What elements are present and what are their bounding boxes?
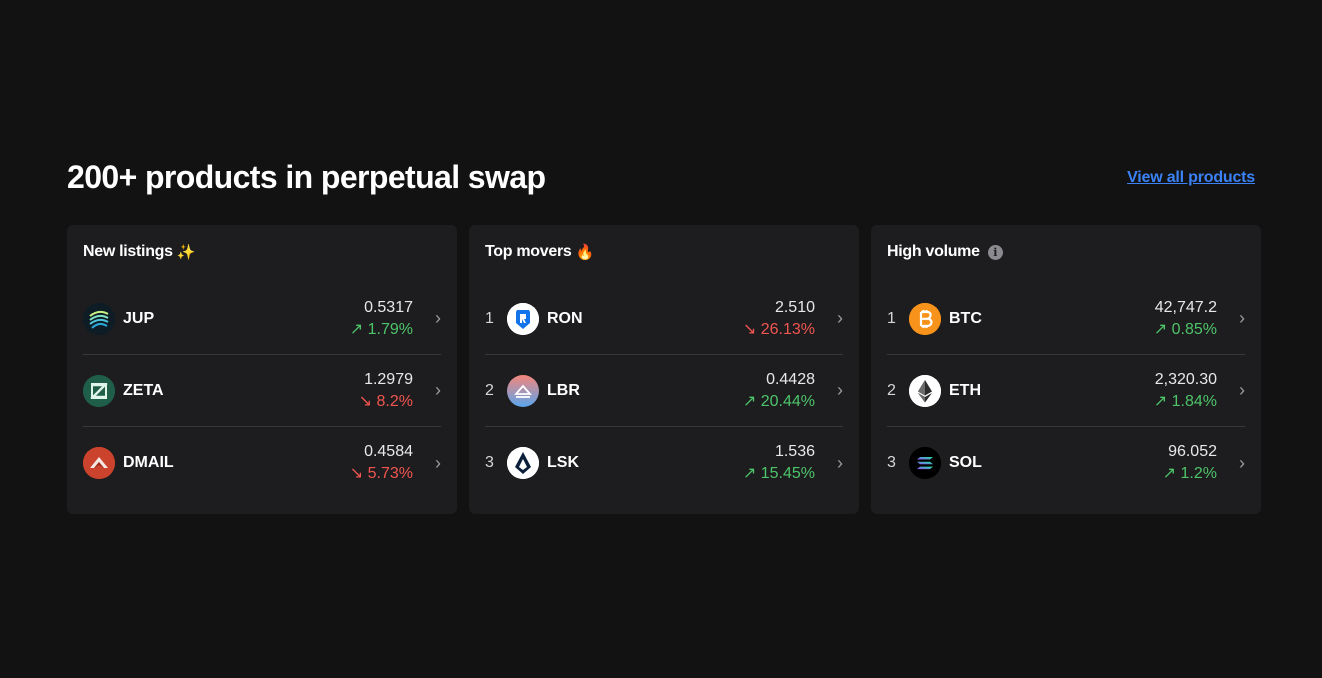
price: 0.5317	[364, 298, 413, 316]
card-title-text: High volume	[887, 243, 980, 260]
ticker: LSK	[547, 454, 579, 471]
price: 2.510	[774, 298, 815, 316]
price: 0.4428	[766, 370, 815, 388]
arrow-down-right-icon: ↘	[742, 320, 757, 338]
chevron-right-icon: ›	[837, 308, 843, 328]
chevron-right-icon: ›	[837, 380, 843, 400]
sol-logo-icon	[909, 447, 941, 479]
chevron-right-icon: ›	[837, 452, 843, 473]
price: 1.2979	[364, 370, 413, 388]
chevron-right-icon: ›	[435, 452, 441, 473]
section-header: 200+ products in perpetual swap View all…	[67, 155, 1261, 225]
jup-logo-icon	[83, 302, 115, 335]
price: 96.052	[1168, 443, 1217, 460]
rank: 1	[887, 309, 896, 327]
products-section: 200+ products in perpetual swap View all…	[67, 155, 1261, 514]
section-title: 200+ products in perpetual swap	[67, 159, 546, 195]
arrow-up-right-icon: ↗	[742, 465, 757, 482]
product-row-eth[interactable]: 2 ETH 2,320.30 ↗ 1.84%	[887, 355, 1245, 427]
ticker: JUP	[123, 309, 155, 327]
arrow-up-right-icon: ↗	[1153, 392, 1168, 410]
chevron-right-icon: ›	[1239, 380, 1245, 400]
top-movers-card: Top movers 🔥 1 RON 2.510	[469, 225, 859, 514]
chevron-right-icon: ›	[1239, 308, 1245, 328]
change: ↗ 20.44%	[742, 392, 815, 410]
eth-logo-icon	[909, 374, 941, 407]
product-row-btc[interactable]: 1 BTC 42,747.2 ↗ 0.85% ›	[887, 283, 1245, 355]
rank: 2	[485, 381, 494, 399]
product-row-sol[interactable]: 3	[887, 427, 1245, 499]
product-row-dmail[interactable]: DMAIL 0.4584 ↘ 5.73% ›	[83, 427, 441, 499]
arrow-down-right-icon: ↘	[349, 465, 364, 482]
price: 0.4584	[364, 443, 413, 460]
cards-row: New listings ✨ JUP	[67, 225, 1261, 514]
card-title-text: Top movers	[485, 243, 572, 260]
price: 1.536	[774, 443, 815, 460]
lsk-logo-icon	[507, 447, 539, 479]
change: ↗ 1.79%	[349, 320, 413, 338]
chevron-right-icon: ›	[435, 380, 441, 400]
change: ↗ 1.84%	[1153, 392, 1217, 410]
sparkles-icon: ✨	[176, 244, 196, 261]
view-all-products-link[interactable]: View all products	[1127, 169, 1255, 186]
ticker: RON	[547, 309, 583, 327]
product-row-lbr[interactable]: 2	[485, 355, 843, 427]
ticker: ZETA	[123, 381, 164, 399]
rank: 1	[485, 309, 494, 327]
change: ↘ 26.13%	[742, 320, 815, 338]
rank: 3	[485, 454, 494, 471]
rank: 2	[887, 381, 896, 399]
change: ↗ 1.2%	[1162, 465, 1217, 482]
card-title: New listings ✨	[83, 241, 441, 263]
zeta-logo-icon	[83, 374, 115, 407]
product-row-zeta[interactable]: ZETA 1.2979 ↘ 8.2% ›	[83, 355, 441, 427]
high-volume-card: High volume i 1 BTC 42,747.2 ↗ 0.85%	[871, 225, 1261, 514]
card-title: High volume i	[887, 241, 1245, 263]
arrow-up-right-icon: ↗	[742, 392, 757, 410]
chevron-right-icon: ›	[435, 308, 441, 328]
ticker: BTC	[949, 309, 982, 327]
arrow-up-right-icon: ↗	[1162, 465, 1177, 482]
ticker: SOL	[949, 454, 982, 471]
product-row-lsk[interactable]: 3 LSK 1.536 ↗ 15.45% ›	[485, 427, 843, 499]
change: ↘ 5.73%	[349, 465, 413, 482]
rank: 3	[887, 454, 896, 471]
chevron-right-icon: ›	[1239, 452, 1245, 473]
ticker: DMAIL	[123, 454, 174, 471]
dmail-logo-icon	[83, 447, 115, 479]
change: ↘ 8.2%	[358, 392, 413, 410]
arrow-down-right-icon: ↘	[358, 392, 373, 410]
arrow-up-right-icon: ↗	[1153, 320, 1168, 338]
price: 2,320.30	[1154, 370, 1217, 388]
arrow-up-right-icon: ↗	[349, 320, 364, 338]
lbr-logo-icon	[507, 374, 539, 407]
ticker: ETH	[949, 381, 981, 399]
card-title-text: New listings	[83, 243, 173, 260]
change: ↗ 0.85%	[1153, 320, 1217, 338]
card-title: Top movers 🔥	[485, 241, 843, 263]
change: ↗ 15.45%	[742, 465, 815, 482]
btc-logo-icon	[909, 302, 941, 335]
product-row-jup[interactable]: JUP 0.5317 ↗ 1.79% ›	[83, 283, 441, 355]
new-listings-card: New listings ✨ JUP	[67, 225, 457, 514]
product-row-ron[interactable]: 1 RON 2.510 ↘ 26.13% ›	[485, 283, 843, 355]
fire-icon: 🔥	[575, 244, 595, 261]
ron-logo-icon	[507, 302, 539, 335]
info-icon[interactable]: i	[987, 244, 1003, 260]
ticker: LBR	[547, 381, 580, 399]
price: 42,747.2	[1154, 298, 1217, 316]
